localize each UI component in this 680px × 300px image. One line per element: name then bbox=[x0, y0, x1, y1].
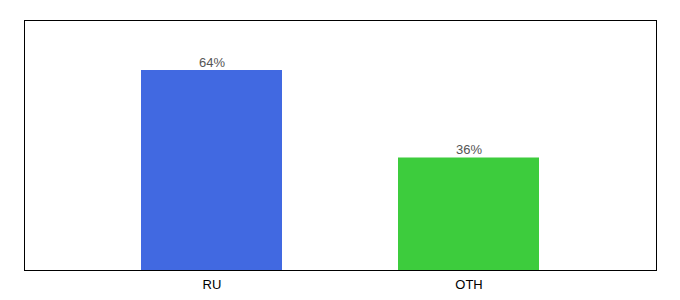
svg-text:RU: RU bbox=[203, 277, 222, 292]
svg-text:36%: 36% bbox=[456, 142, 482, 157]
svg-text:64%: 64% bbox=[199, 55, 225, 70]
svg-text:OTH: OTH bbox=[455, 277, 482, 292]
